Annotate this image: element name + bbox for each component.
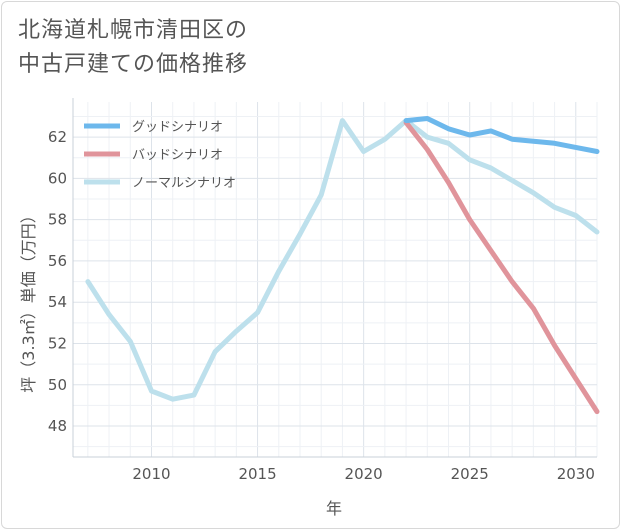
y-axis-title: 坪（3.3㎡）単価（万円） — [19, 207, 38, 392]
legend-label-0: グッドシナリオ — [132, 120, 223, 135]
legend-label-1: バッドシナリオ — [132, 148, 223, 163]
y-tick-label: 60 — [48, 169, 67, 187]
y-tick-label: 62 — [48, 128, 67, 146]
series-line-0 — [403, 116, 600, 154]
chart-title-line-2: 中古戸建ての価格推移 — [18, 52, 249, 77]
series-line-1 — [403, 120, 600, 415]
y-tick-label: 48 — [48, 417, 67, 435]
chart-title: 北海道札幌市清田区の 中古戸建ての価格推移 — [18, 14, 248, 82]
y-tick-label: 50 — [48, 376, 67, 394]
y-tick-label: 56 — [48, 252, 67, 270]
x-tick-label: 2020 — [345, 465, 383, 483]
x-tick-label: 2015 — [238, 465, 276, 483]
series-lines — [85, 116, 600, 415]
series-line-2 — [85, 118, 600, 402]
x-axis-title: 年 — [326, 499, 342, 518]
x-tick-label: 2025 — [451, 465, 489, 483]
axes — [72, 98, 597, 458]
x-tick-label: 2010 — [132, 465, 170, 483]
x-tick-label: 2030 — [557, 465, 595, 483]
y-tick-label: 52 — [48, 334, 67, 352]
y-tick-label: 58 — [48, 211, 67, 229]
gridlines — [73, 102, 598, 457]
chart-title-line-1: 北海道札幌市清田区の — [18, 18, 249, 43]
y-tick-label: 54 — [48, 293, 67, 311]
tick-labels: 2010 2015 2020 2025 2030 48 50 52 54 56 58 60 62 — [48, 128, 595, 483]
legend-label-2: ノーマルシナリオ — [132, 176, 236, 191]
